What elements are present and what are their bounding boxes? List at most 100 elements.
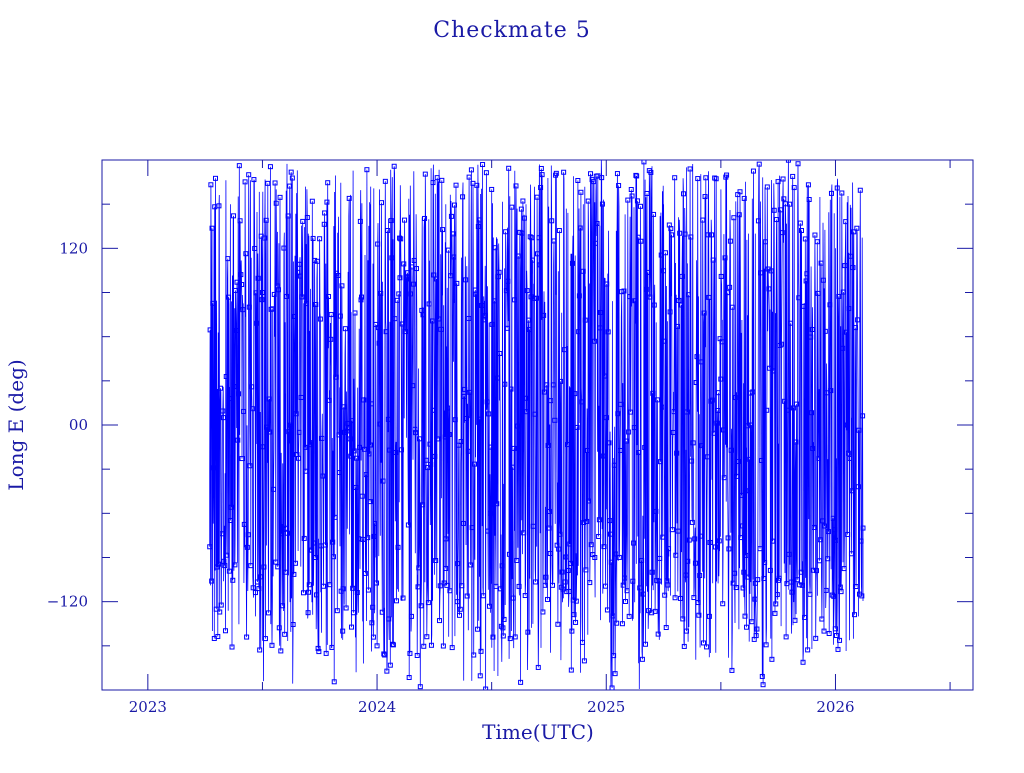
- data-point: [627, 294, 633, 300]
- data-point: [644, 190, 650, 196]
- data-point: [611, 653, 617, 659]
- data-point: [621, 288, 627, 294]
- data-point: [556, 228, 562, 234]
- data-point: [779, 230, 785, 236]
- data-point: [672, 595, 678, 601]
- data-point: [637, 203, 643, 209]
- data-point: [460, 194, 466, 200]
- data-point: [453, 182, 459, 188]
- data-point: [259, 297, 265, 303]
- data-point: [615, 411, 621, 417]
- data-point: [311, 540, 317, 546]
- data-point: [713, 176, 719, 182]
- data-point: [486, 603, 492, 609]
- data-point: [292, 313, 298, 319]
- data-point: [603, 415, 609, 421]
- data-point: [281, 245, 287, 251]
- data-point: [336, 432, 342, 438]
- data-point: [790, 173, 796, 179]
- data-point: [642, 444, 648, 450]
- data-point: [261, 564, 267, 570]
- data-point: [715, 390, 721, 396]
- data-point: [673, 552, 679, 558]
- data-point: [297, 261, 303, 267]
- data-point: [849, 488, 855, 494]
- data-point: [339, 283, 345, 289]
- data-point: [793, 439, 799, 445]
- data-point: [263, 217, 269, 223]
- data-point: [841, 566, 847, 572]
- data-point: [428, 461, 434, 467]
- data-point: [330, 539, 336, 545]
- data-point: [425, 600, 431, 606]
- data-point: [834, 185, 840, 191]
- data-point: [629, 193, 635, 199]
- data-point: [271, 486, 277, 492]
- data-point: [439, 177, 445, 183]
- data-point: [304, 301, 310, 307]
- data-point: [860, 413, 866, 419]
- data-point: [445, 405, 451, 411]
- data-point: [297, 273, 303, 279]
- data-point: [310, 235, 316, 241]
- data-point: [741, 195, 747, 201]
- data-point: [365, 587, 371, 593]
- data-point: [328, 336, 334, 342]
- data-point: [262, 636, 268, 642]
- data-point: [382, 652, 388, 658]
- data-point: [591, 179, 597, 185]
- data-point: [675, 528, 681, 534]
- data-point: [707, 539, 713, 545]
- data-point: [462, 386, 468, 392]
- data-point: [257, 647, 263, 653]
- data-point: [325, 294, 331, 300]
- data-point: [283, 525, 289, 531]
- data-point: [846, 306, 852, 312]
- data-point: [497, 351, 503, 357]
- data-point: [684, 409, 690, 415]
- data-point: [639, 558, 645, 564]
- data-point: [315, 645, 321, 651]
- data-point: [832, 626, 838, 632]
- data-point: [507, 636, 513, 642]
- data-point: [661, 338, 667, 344]
- data-point: [808, 334, 814, 340]
- data-point: [617, 447, 623, 453]
- data-point: [317, 316, 323, 322]
- data-point: [254, 320, 260, 326]
- data-point: [230, 577, 236, 583]
- data-point: [301, 535, 307, 541]
- data-point: [463, 277, 469, 283]
- data-point: [461, 393, 467, 399]
- data-point: [505, 278, 511, 284]
- data-point: [237, 218, 243, 224]
- data-point: [837, 584, 843, 590]
- data-point: [414, 652, 420, 658]
- data-point: [486, 411, 492, 417]
- data-point: [799, 582, 805, 588]
- data-point: [641, 160, 647, 165]
- data-point: [380, 478, 386, 484]
- data-point: [478, 648, 484, 654]
- data-point: [782, 398, 788, 404]
- data-point: [368, 401, 374, 407]
- data-point: [346, 195, 352, 201]
- data-point: [423, 457, 429, 463]
- data-point: [395, 544, 401, 550]
- data-point: [643, 286, 649, 292]
- data-point: [593, 240, 599, 246]
- data-point: [785, 407, 791, 413]
- data-point: [614, 171, 620, 177]
- data-point: [601, 544, 607, 550]
- data-point: [337, 313, 343, 319]
- data-point: [794, 401, 800, 407]
- data-point: [787, 320, 793, 326]
- data-point: [608, 559, 614, 565]
- data-point: [522, 593, 528, 599]
- data-point: [525, 629, 531, 635]
- data-point: [232, 287, 238, 293]
- data-point: [433, 276, 439, 282]
- data-point: [826, 630, 832, 636]
- data-point: [494, 501, 500, 507]
